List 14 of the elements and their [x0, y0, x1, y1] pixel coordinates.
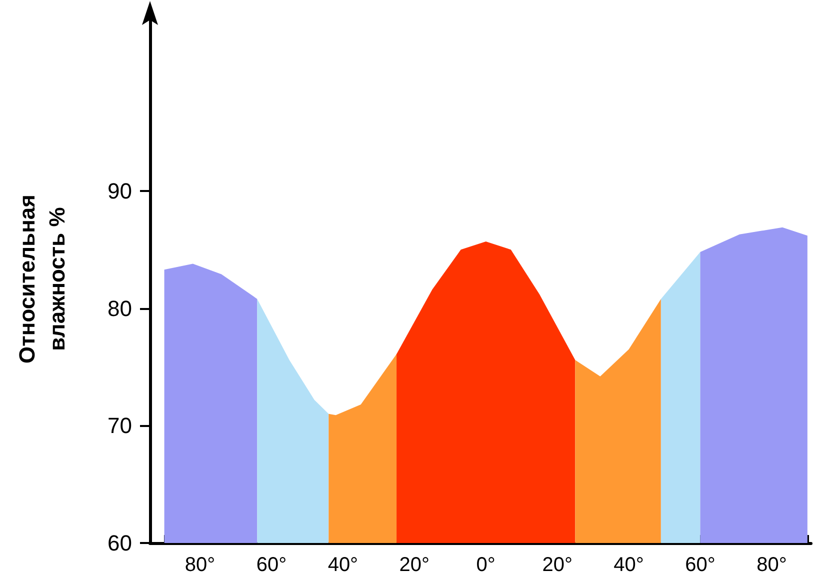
y-tick-label: 60 — [108, 530, 132, 556]
x-tick-label: 60° — [685, 554, 716, 576]
x-tick-label: 0° — [476, 554, 496, 576]
x-tick-label: 80° — [184, 554, 216, 576]
x-tick-label: 40° — [614, 554, 644, 576]
x-tick-label: 60° — [256, 554, 287, 576]
y-tick-label: 90 — [108, 178, 132, 204]
y-axis-title: Относительная влажность % — [14, 194, 70, 364]
x-tick-label: 40° — [328, 554, 358, 576]
y-tick-label: 70 — [108, 413, 132, 438]
y-tick-label: 80 — [108, 296, 132, 321]
x-tick-label: 80° — [756, 554, 787, 576]
x-tick-label: 20° — [399, 554, 430, 576]
x-tick-label: 20° — [542, 554, 572, 576]
